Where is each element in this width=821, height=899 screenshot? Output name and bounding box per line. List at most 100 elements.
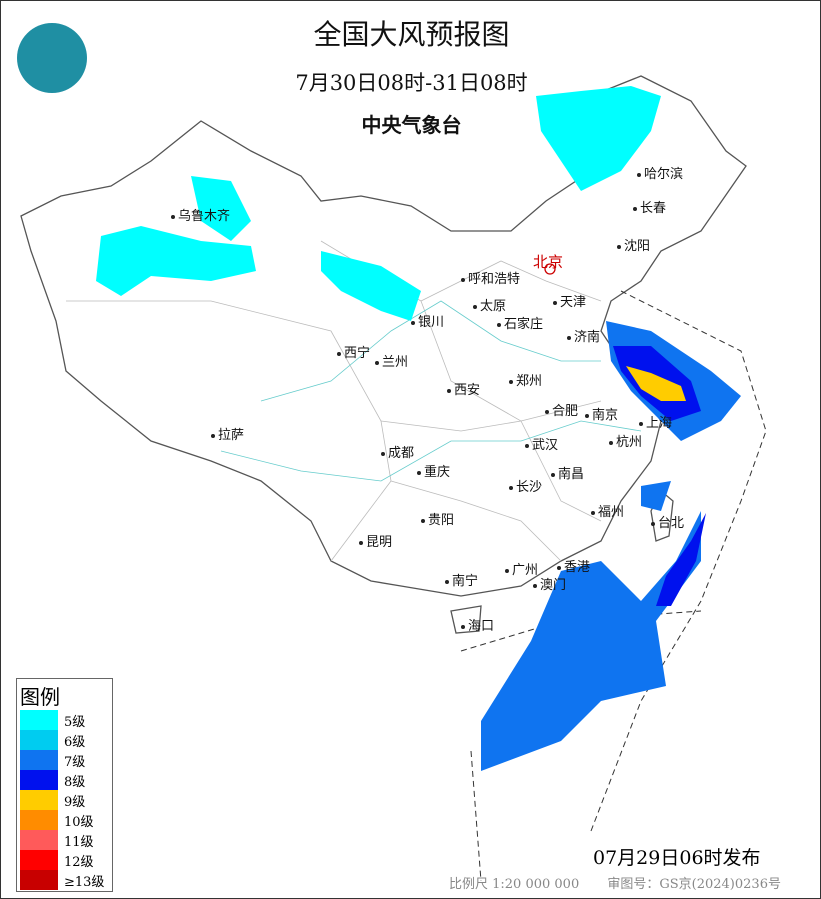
city-dot-icon [509,485,513,490]
city-name: 昆明 [366,535,393,550]
legend-item: 6级 [17,730,112,750]
city-dot-icon [461,277,465,282]
legend-label: 12级 [64,854,94,870]
legend-swatch [20,730,58,750]
city-dot-icon [381,451,385,456]
city-dot-icon [533,583,537,588]
city-dot-icon [591,510,595,515]
city-label: 海口 [461,615,494,634]
legend-title: 图例 [20,685,60,709]
city-name: 香港 [564,560,591,575]
city-name: 南昌 [558,467,585,482]
city-name: 海口 [468,619,495,634]
city-dot-icon [473,304,477,309]
legend-swatch [20,710,58,730]
city-label: 台北 [651,512,684,531]
city-name: 沈阳 [624,239,651,254]
city-label: 兰州 [375,351,408,370]
city-label: 广州 [505,559,538,578]
wind-area-5 [96,226,256,296]
wind-area-9 [626,366,686,401]
city-dot-icon [617,244,621,249]
city-name: 澳门 [540,578,567,593]
legend-swatch [20,830,58,850]
city-label: 昆明 [359,531,392,550]
legend-swatch [20,870,58,890]
city-name: 成都 [388,446,415,461]
city-name: 西安 [454,383,481,398]
legend-item: 7级 [17,750,112,770]
city-label: 南宁 [445,570,478,589]
city-label: 澳门 [533,574,566,593]
approval-number: 审图号：GS京(2024)0236号 [607,877,781,892]
city-dot-icon [585,413,589,418]
city-dot-icon [633,206,637,211]
wind-areas [96,86,741,771]
city-label: 福州 [591,501,624,520]
city-label: 南京 [585,404,618,423]
city-label: 长春 [633,197,666,216]
legend-swatch [20,750,58,770]
city-label: 杭州 [609,431,642,450]
city-name: 重庆 [424,465,451,480]
legend-label: 5级 [64,714,86,730]
city-name: 武汉 [532,438,559,453]
city-name: 贵阳 [428,513,455,528]
city-dot-icon [509,379,513,384]
city-label: 武汉 [525,434,558,453]
city-label: 呼和浩特 [461,268,520,287]
city-label: 贵阳 [421,509,454,528]
legend-label: ≥13级 [64,874,105,890]
city-dot-icon [637,172,641,177]
city-dot-icon [171,214,175,219]
wind-area-7 [481,511,701,771]
cma-logo [17,23,87,93]
city-dot-icon [551,472,555,477]
city-dot-icon [447,388,451,393]
issue-time: 07月29日06时发布 [593,847,761,869]
footer: 比例尺 1:20 000 000 审图号：GS京(2024)0236号 [449,873,805,892]
city-label: 太原 [473,295,506,314]
wind-area-5 [191,176,251,241]
city-name: 呼和浩特 [468,272,521,287]
city-label: 南昌 [551,463,584,482]
city-name: 拉萨 [218,428,245,443]
city-dot-icon [609,440,613,445]
legend-swatch [20,790,58,810]
city-label: 成都 [381,442,414,461]
legend-item: 8级 [17,770,112,790]
forecast-period: 7月30日08时-31日08时 [295,71,528,95]
city-label: 长沙 [509,476,542,495]
map-scale: 比例尺 1:20 000 000 [449,877,580,892]
city-name: 郑州 [516,374,543,389]
city-dot-icon [375,360,379,365]
city-dot-icon [651,521,655,526]
wind-area-5 [321,251,421,321]
city-dot-icon [505,568,509,573]
legend-label: 8级 [64,774,86,790]
city-dot-icon [337,351,341,356]
city-name: 西宁 [344,346,371,361]
capital-marker [544,263,556,275]
legend-label: 6级 [64,734,86,750]
legend-label: 7级 [64,754,86,770]
city-name: 上海 [646,416,673,431]
city-label: 西宁 [337,342,370,361]
map-title: 全国大风预报图 [313,18,510,51]
wind-area-7 [641,481,671,511]
city-dot-icon [557,565,561,570]
city-label: 西安 [447,379,480,398]
legend-swatch [20,770,58,790]
city-dot-icon [461,624,465,629]
wind-area-5 [536,86,661,191]
city-label: 济南 [567,326,600,345]
city-dot-icon [567,335,571,340]
city-name: 兰州 [382,355,409,370]
city-label: 郑州 [509,370,542,389]
city-label: 哈尔滨 [637,163,683,182]
legend-label: 11级 [64,834,94,850]
agency: 中央气象台 [361,113,462,137]
city-dot-icon [553,300,557,305]
